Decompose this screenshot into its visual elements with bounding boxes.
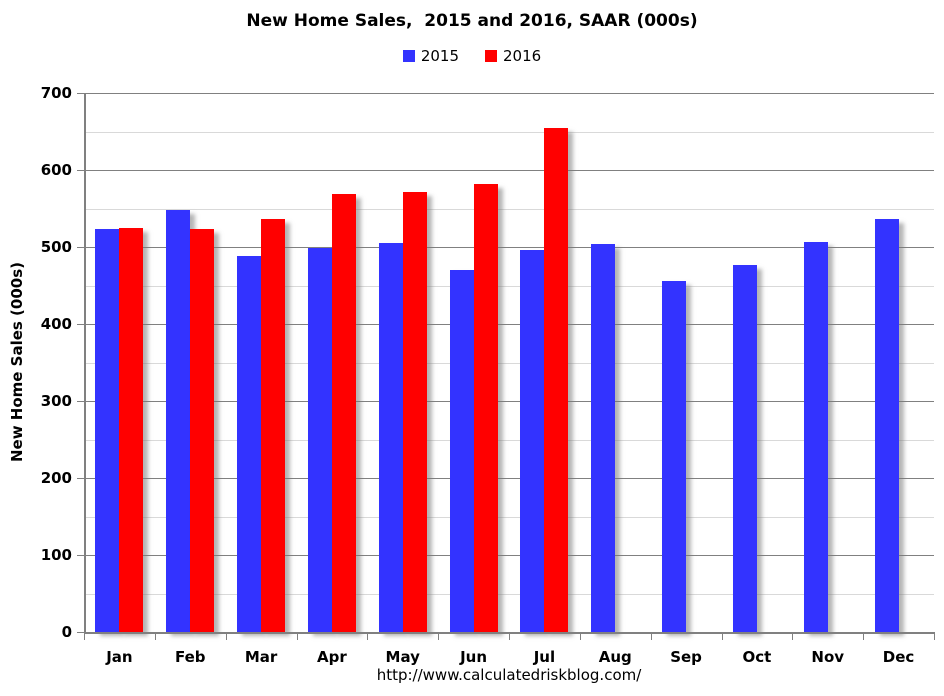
source-url: http://www.calculatedriskblog.com/ [376,666,642,684]
bar-2015-jun [449,270,474,632]
bar-2015-apr [307,247,332,632]
legend-item-2016: 2016 [485,47,541,65]
bar-2016-jun [473,183,498,632]
minor-gridline [84,516,934,518]
x-tick-mark [650,632,652,640]
bar-2015-mar [237,256,262,632]
y-tick-mark [77,170,84,171]
y-tick-mark [77,93,84,94]
bar-2015-sep [662,280,687,632]
legend: 2015 2016 [0,47,944,65]
minor-gridline [84,593,934,595]
bar-2016-mar [261,219,286,632]
x-tick-mark [225,632,227,640]
y-tick-label: 400 [40,315,72,333]
x-tick-mark [863,632,865,640]
x-tick-mark [721,632,723,640]
x-tick-label: Aug [598,648,632,666]
bar-2015-nov [803,241,828,632]
y-axis-title: New Home Sales (000s) [8,261,26,463]
chart-title: New Home Sales, 2015 and 2016, SAAR (000… [246,11,698,31]
x-tick-label: May [385,648,420,666]
x-tick-label: Jul [533,648,556,666]
bar-2016-jan [119,227,144,632]
bar-2016-feb [190,228,215,632]
major-gridline [84,93,934,94]
bar-2015-jan [95,229,120,632]
x-tick-label: Dec [882,648,915,666]
x-axis-line [84,632,934,634]
bar-2015-jul [520,250,545,632]
bar-2016-apr [331,193,356,632]
x-tick-label: Apr [317,648,347,666]
y-tick-label: 300 [40,392,72,410]
x-tick-mark [154,632,156,640]
major-gridline [84,170,934,171]
y-tick-mark [77,555,84,556]
minor-gridline [84,131,934,133]
y-tick-label: 600 [40,161,72,179]
bar-2016-jul [544,128,569,632]
y-tick-mark [77,632,84,633]
x-tick-mark [792,632,794,640]
major-gridline [84,478,934,479]
x-tick-label: Mar [244,648,278,666]
minor-gridline [84,285,934,287]
y-axis-line [84,93,86,634]
major-gridline [84,324,934,325]
y-tick-mark [77,478,84,479]
bar-2015-aug [591,243,616,632]
x-tick-mark [84,632,85,640]
x-tick-mark [934,632,935,640]
y-tick-mark [77,401,84,402]
minor-gridline [84,439,934,441]
x-tick-mark [296,632,298,640]
major-gridline [84,555,934,556]
x-tick-label: Feb [174,648,206,666]
y-tick-label: 200 [40,469,72,487]
x-tick-mark [438,632,440,640]
y-tick-label: 0 [61,623,72,641]
x-tick-mark [367,632,369,640]
y-tick-label: 700 [40,84,72,102]
legend-label: 2015 [420,47,459,65]
y-tick-mark [77,247,84,248]
x-tick-mark [509,632,510,640]
x-tick-label: Oct [742,648,772,666]
y-tick-label: 100 [40,546,72,564]
legend-item-2015: 2015 [402,47,459,65]
bar-2016-may [402,191,427,632]
x-tick-label: Nov [811,648,845,666]
legend-swatch-2016 [485,50,497,62]
legend-label: 2016 [503,47,542,65]
bar-2015-dec [874,219,899,632]
minor-gridline [84,208,934,210]
y-tick-label: 500 [40,238,72,256]
bar-2015-feb [166,210,191,632]
x-tick-mark [579,632,581,640]
major-gridline [84,247,934,248]
x-tick-label: Sep [670,648,702,666]
x-tick-label: Jan [106,648,133,666]
y-tick-mark [77,324,84,325]
bar-2015-may [378,243,403,632]
major-gridline [84,401,934,402]
bar-2015-oct [732,264,757,632]
minor-gridline [84,362,934,364]
x-tick-label: Jun [460,648,488,666]
legend-swatch-2015 [402,50,415,62]
